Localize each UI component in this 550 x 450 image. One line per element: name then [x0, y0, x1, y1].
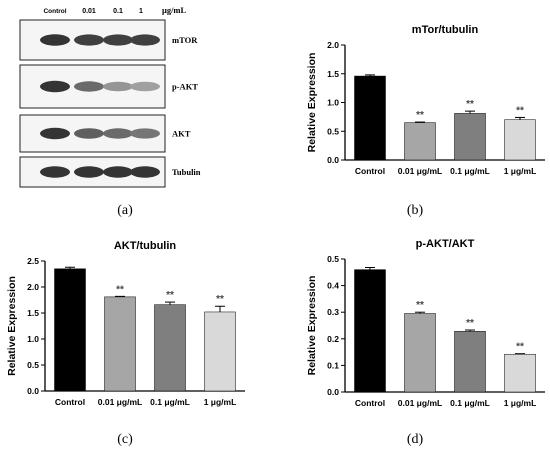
blot-row-1: p-AKT: [19, 64, 198, 109]
lane-label-0-1: 0.1: [113, 8, 123, 15]
chart-title: AKT/tubulin: [114, 240, 177, 252]
blot-band: [103, 81, 133, 92]
bar: [54, 268, 86, 392]
y-tick-label: 0.5: [327, 254, 339, 264]
chart-akt-tubulin: AKT/tubulin Relative Expression 0.0 0.5 1.0 1…: [6, 240, 245, 407]
x-tick-label: 0.1 μg/mL: [450, 166, 490, 176]
blot-band: [74, 81, 104, 92]
bar: [404, 122, 436, 161]
blot-row-3: Tubulin: [19, 156, 201, 188]
x-tick-label: Control: [55, 397, 85, 407]
chart-mtor-tubulin: mTor/tubulin Relative Expression 0.0 0.5 1.0…: [306, 24, 545, 176]
bar: [154, 304, 186, 392]
y-tick-label: 0.5: [27, 360, 39, 370]
x-tick-label: 1 μg/mL: [504, 166, 537, 176]
y-axis-label: Relative Expression: [306, 53, 318, 153]
significance-label: **: [416, 300, 424, 311]
y-tick-label: 2.0: [27, 282, 39, 292]
bar: [354, 75, 386, 161]
lane-label-1: 1: [139, 8, 143, 15]
blot-band: [74, 166, 104, 178]
bar: [104, 296, 136, 392]
blot-row-label: AKT: [172, 129, 191, 139]
blot-row-label: p-AKT: [172, 82, 198, 92]
blot-band: [40, 127, 70, 140]
x-tick-label: 0.01 μg/mL: [398, 166, 442, 176]
y-tick-label: 0.2: [327, 334, 339, 344]
x-tick-label: 1 μg/mL: [204, 397, 237, 407]
y-tick-label: 0.0: [27, 386, 39, 396]
significance-label: **: [466, 99, 474, 110]
significance-label: **: [416, 110, 424, 121]
y-tick-label: 2.5: [27, 256, 39, 266]
blot-band: [74, 128, 104, 139]
x-tick-label: Control: [355, 166, 385, 176]
blot-band: [103, 166, 133, 178]
x-tick-label: 0.1 μg/mL: [150, 397, 190, 407]
bar: [504, 353, 536, 393]
panel-label-c: (c): [117, 432, 133, 447]
blot-row-label: mTOR: [172, 35, 198, 45]
blot-band: [130, 128, 160, 139]
lane-label-control: Control: [43, 8, 66, 15]
blot-band: [103, 128, 133, 139]
y-tick-label: 0.1: [327, 360, 339, 370]
y-tick-label: 0.3: [327, 307, 339, 317]
y-tick-label: 1.0: [27, 334, 39, 344]
blot-row-2: AKT: [19, 114, 191, 153]
y-tick-label: 1.5: [327, 69, 339, 79]
bar: [204, 311, 236, 392]
y-axis-label: Relative Expression: [306, 276, 318, 376]
blot-row-0: mTOR: [19, 19, 198, 61]
panel-label-b: (b): [407, 203, 424, 218]
y-axis-label: Relative Expression: [6, 276, 18, 376]
y-tick-label: 1.5: [27, 308, 39, 318]
chart-title: mTor/tubulin: [412, 24, 479, 36]
significance-label: **: [166, 290, 174, 301]
x-tick-label: 1 μg/mL: [504, 398, 537, 408]
blot-band: [74, 34, 104, 46]
bar: [404, 313, 436, 393]
significance-label: **: [116, 284, 124, 295]
blot-band: [40, 34, 70, 46]
lane-unit-label: μg/mL: [162, 5, 187, 15]
blot-band: [130, 166, 160, 178]
significance-label: **: [516, 342, 524, 353]
x-tick-label: 0.01 μg/mL: [98, 397, 142, 407]
significance-label: **: [466, 318, 474, 329]
y-tick-label: 2.0: [327, 40, 339, 50]
y-tick-label: 0.5: [327, 126, 339, 136]
x-tick-label: 0.01 μg/mL: [398, 398, 442, 408]
panel-label-a: (a): [117, 203, 133, 218]
blot-row-label: Tubulin: [172, 167, 201, 177]
x-tick-label: 0.1 μg/mL: [450, 398, 490, 408]
lane-label-0-01: 0.01: [82, 8, 96, 15]
bar: [454, 113, 486, 161]
x-tick-label: Control: [355, 398, 385, 408]
blot-band: [130, 81, 160, 92]
bar: [504, 119, 536, 161]
western-blot: Control 0.01 0.1 1 μg/mL mTOR p-AKT AKT Tub…: [19, 5, 201, 188]
blot-band: [40, 80, 70, 93]
bar: [354, 269, 386, 393]
significance-label: **: [216, 294, 224, 305]
bar: [454, 331, 486, 393]
blot-band: [103, 34, 133, 46]
significance-label: **: [516, 105, 524, 116]
y-tick-label: 1.0: [327, 98, 339, 108]
chart-title: p-AKT/AKT: [416, 238, 475, 250]
y-tick-label: 0.0: [327, 387, 339, 397]
chart-pakt-akt: p-AKT/AKT Relative Expression 0.0 0.1 0.2 0.3…: [306, 238, 545, 408]
y-tick-label: 0.0: [327, 155, 339, 165]
blot-band: [40, 166, 70, 178]
y-tick-label: 0.4: [327, 281, 339, 291]
panel-label-d: (d): [407, 432, 424, 447]
blot-band: [130, 34, 160, 46]
